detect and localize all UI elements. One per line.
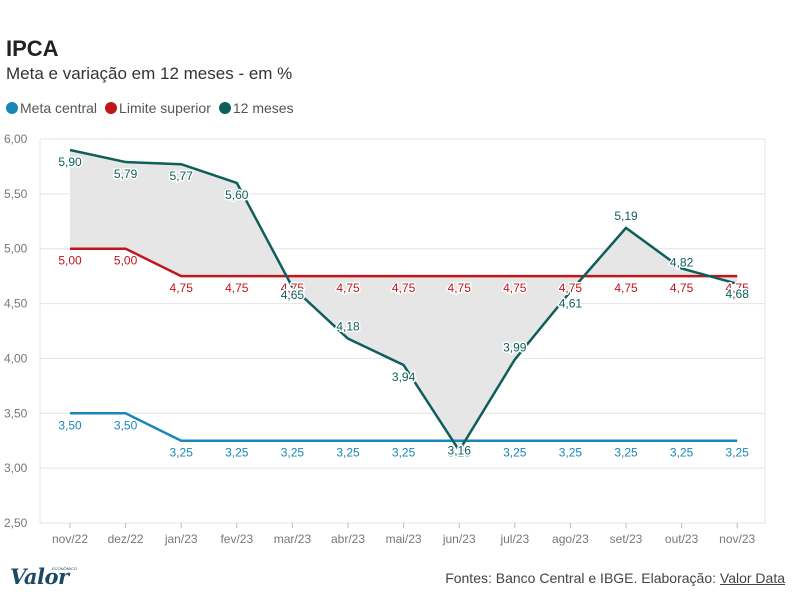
- y-tick-label: 4,00: [4, 351, 28, 365]
- data-label-12-meses: 3,16: [448, 444, 472, 458]
- data-label-12-meses: 5,19: [614, 209, 638, 223]
- data-label-meta-central: 3,25: [281, 446, 305, 460]
- legend-label-12-meses: 12 meses: [232, 100, 294, 116]
- x-tick-label: nov/22: [52, 532, 88, 546]
- data-label-meta-central: 3,25: [503, 446, 527, 460]
- x-tick-label: mai/23: [386, 532, 422, 546]
- data-label-limite-superior: 5,00: [114, 254, 138, 268]
- legend-item-12-meses[interactable]: 12 meses: [218, 100, 294, 116]
- data-label-limite-superior: 4,75: [559, 281, 583, 295]
- valor-logo: Valor: [10, 564, 69, 589]
- data-label-12-meses: 4,65: [281, 288, 305, 302]
- data-label-meta-central: 3,25: [670, 446, 694, 460]
- x-tick-label: jun/23: [442, 532, 476, 546]
- data-label-meta-central: 3,50: [114, 418, 138, 432]
- data-label-limite-superior: 4,75: [225, 281, 249, 295]
- data-label-12-meses: 3,99: [503, 341, 527, 355]
- legend-dot-12-meses: [218, 102, 231, 114]
- legend-item-limite-superior[interactable]: Limite superior: [105, 100, 211, 116]
- data-label-meta-central: 3,25: [559, 446, 583, 460]
- data-label-limite-superior: 4,75: [336, 281, 360, 295]
- y-tick-label: 4,50: [4, 297, 28, 311]
- data-label-meta-central: 3,25: [225, 446, 249, 460]
- y-tick-label: 3,50: [4, 406, 28, 420]
- y-tick-label: 5,00: [4, 242, 28, 256]
- y-tick-label: 2,50: [4, 516, 28, 530]
- data-label-12-meses: 3,94: [392, 370, 416, 384]
- x-tick-label: jan/23: [164, 532, 198, 546]
- chart-subtitle: Meta e variação em 12 meses - em %: [6, 64, 293, 83]
- data-label-12-meses: 4,18: [336, 320, 360, 334]
- legend-dot-limite-superior: [105, 102, 118, 114]
- source-link[interactable]: Valor Data: [719, 570, 785, 586]
- data-label-limite-superior: 4,75: [503, 281, 527, 295]
- data-label-meta-central: 3,25: [336, 446, 360, 460]
- data-label-meta-central: 3,25: [726, 446, 750, 460]
- y-tick-label: 3,00: [4, 461, 28, 475]
- y-tick-label: 6,00: [4, 132, 28, 146]
- series-line-meta-central: [70, 412, 738, 442]
- x-tick-label: dez/22: [108, 532, 144, 546]
- data-label-12-meses: 5,60: [225, 188, 249, 202]
- source-text: Fontes: Banco Central e IBGE. Elaboração…: [445, 570, 720, 586]
- data-label-limite-superior: 4,75: [670, 281, 694, 295]
- x-tick-label: mar/23: [274, 532, 312, 546]
- data-label-12-meses: 4,68: [726, 287, 750, 301]
- valor-logo-subtext: ECONÔMICO: [52, 566, 78, 571]
- data-label-12-meses: 5,79: [114, 167, 138, 181]
- data-label-12-meses: 4,82: [670, 255, 694, 269]
- legend-label-limite-superior: Limite superior: [119, 100, 211, 116]
- x-tick-label: abr/23: [331, 532, 365, 546]
- data-label-limite-superior: 4,75: [392, 281, 416, 295]
- data-label-12-meses: 4,61: [559, 297, 583, 311]
- data-label-limite-superior: 4,75: [448, 281, 472, 295]
- data-label-meta-central: 3,25: [614, 446, 638, 460]
- data-label-meta-central: 3,50: [58, 418, 82, 432]
- y-tick-label: 5,50: [4, 187, 28, 201]
- data-label-12-meses: 5,90: [58, 155, 82, 169]
- legend-dot-meta-central: [6, 102, 18, 114]
- x-tick-label: jul/23: [499, 532, 529, 546]
- data-label-limite-superior: 4,75: [726, 281, 750, 295]
- x-tick-label: fev/23: [220, 532, 253, 546]
- series-line-12-meses: [69, 148, 738, 452]
- data-label-limite-superior: 4,75: [170, 281, 194, 295]
- x-tick-label: set/23: [610, 532, 643, 546]
- data-label-limite-superior: 4,75: [281, 281, 305, 295]
- x-tick-label: nov/23: [719, 532, 755, 546]
- data-label-meta-central: 3,25: [392, 446, 416, 460]
- data-label-limite-superior: 5,00: [58, 254, 82, 268]
- legend: Meta central Limite superior 12 meses: [6, 100, 294, 116]
- x-tick-label: ago/23: [552, 532, 589, 546]
- data-label-12-meses: 5,77: [170, 169, 194, 183]
- legend-item-meta-central[interactable]: Meta central: [6, 100, 97, 116]
- deviation-area: [70, 149, 738, 451]
- data-label-limite-superior: 4,75: [614, 281, 638, 295]
- x-tick-label: out/23: [665, 532, 699, 546]
- chart-title: IPCA: [6, 36, 59, 61]
- legend-label-meta-central: Meta central: [20, 100, 98, 116]
- data-label-meta-central: 3,25: [170, 446, 194, 460]
- series-line-limite-superior: [70, 247, 738, 278]
- data-label-meta-central: 3,25: [448, 446, 472, 460]
- line-chart: 2,50 3,00 3,50 4,00 4,50 5,00 5,50 6,00 nov/22 de…: [4, 132, 766, 546]
- source-footer: Fontes: Banco Central e IBGE. Elaboração…: [445, 570, 785, 586]
